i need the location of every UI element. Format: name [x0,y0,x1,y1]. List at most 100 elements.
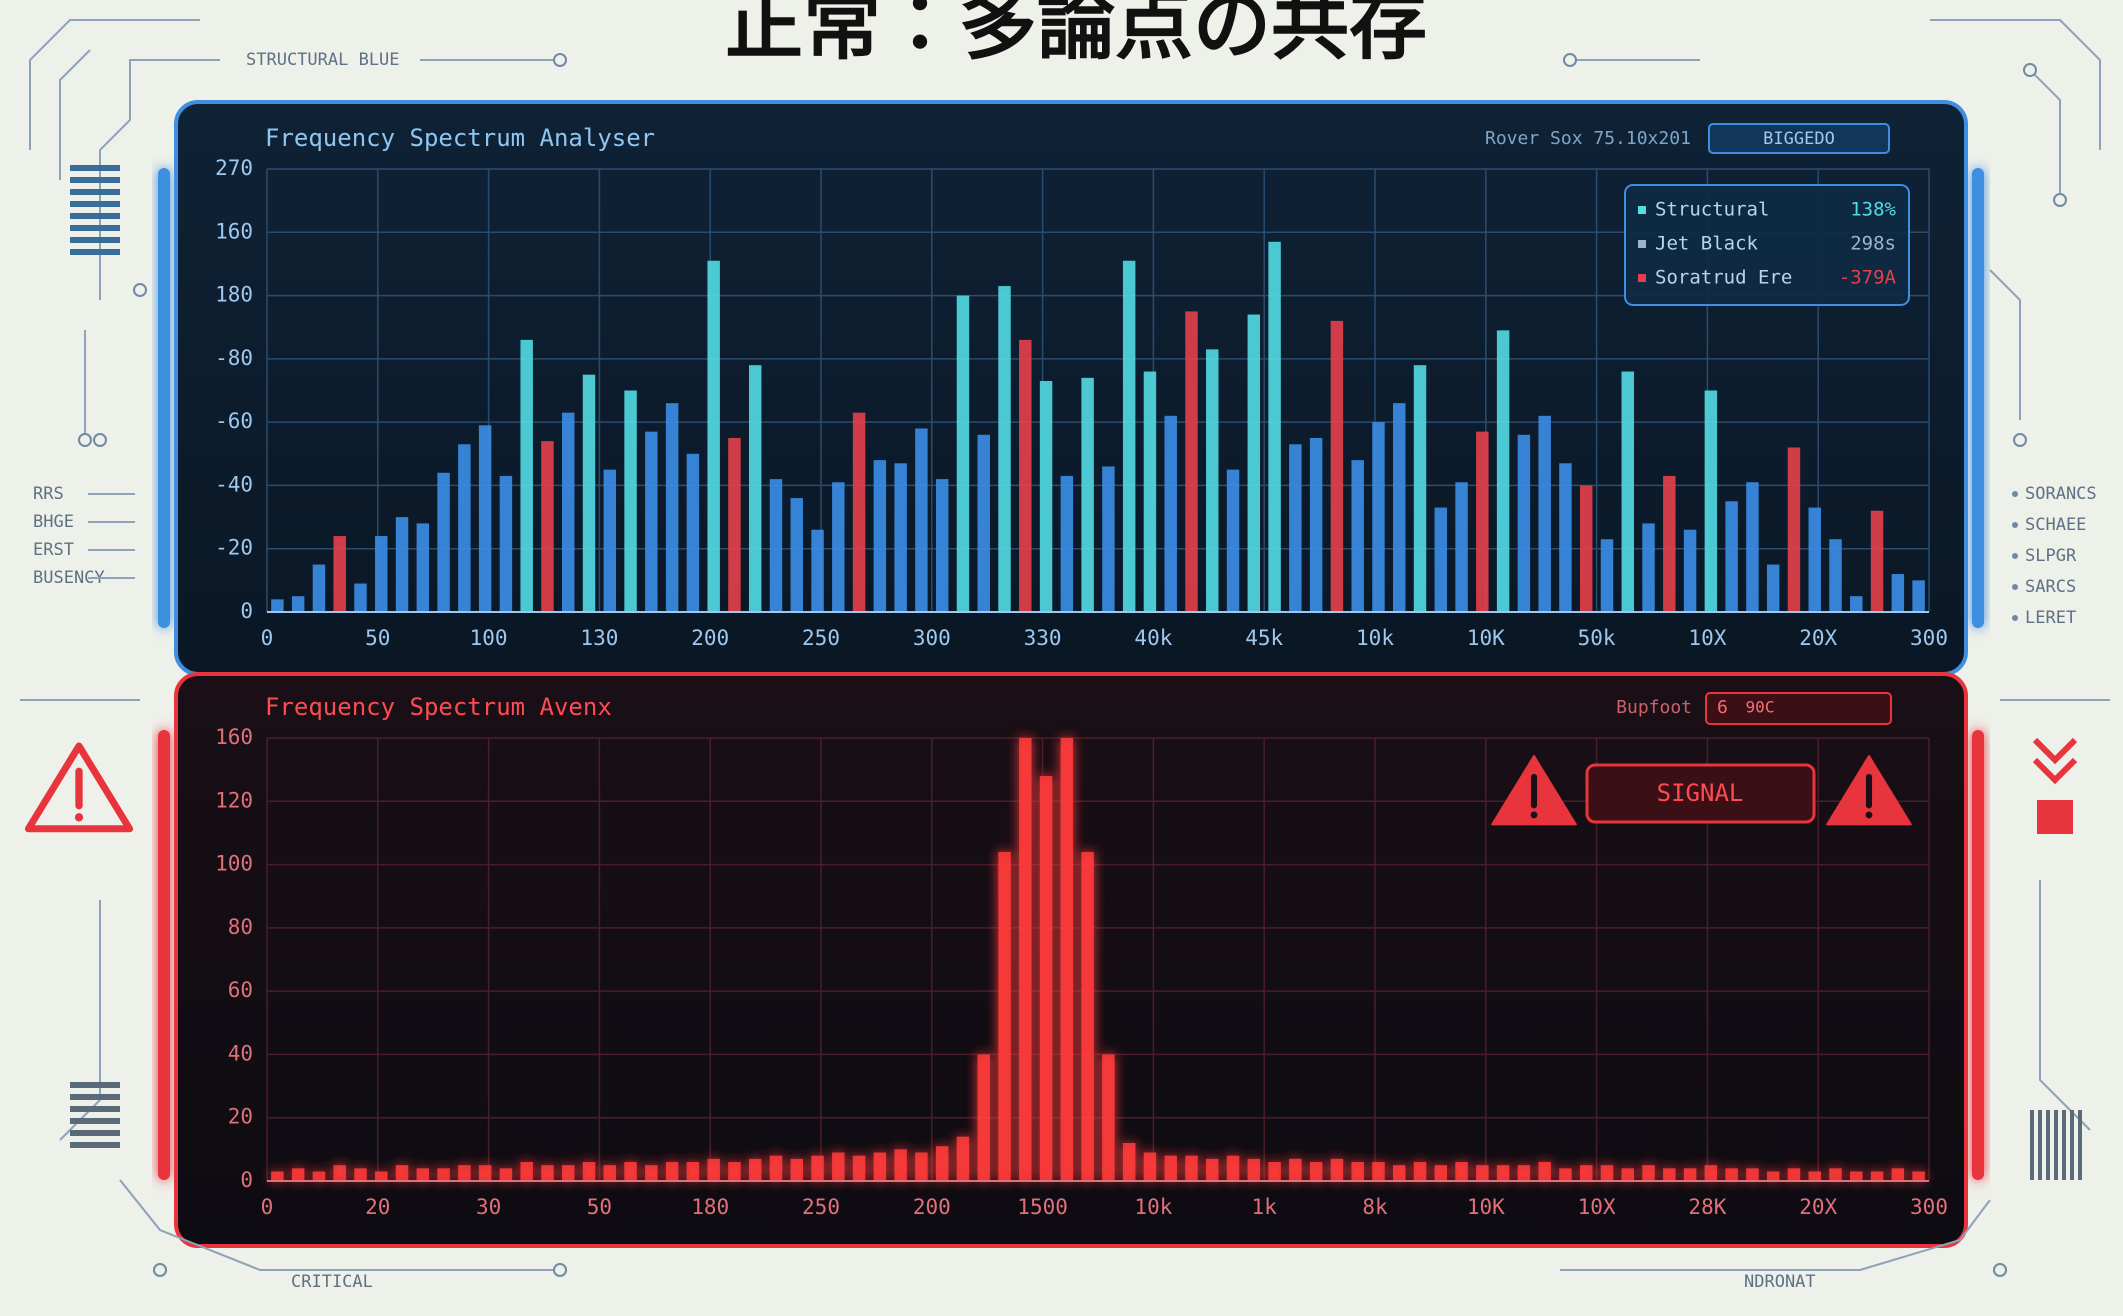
bar [562,1165,575,1181]
bar [395,1165,409,1181]
barcode-line [2038,1110,2042,1180]
bar [1434,507,1448,612]
circuit-trace [1560,1199,1991,1271]
y-tick-label: 60 [228,978,253,1002]
warning-dot [1530,811,1538,819]
bar [1579,485,1593,612]
bar [1912,580,1925,612]
status-value: BIGGEDO [1763,129,1835,149]
warning-dot [1865,811,1873,819]
bar [1891,1168,1905,1181]
y-tick-label: 180 [215,283,253,307]
circuit-trace [99,59,220,300]
bar [1309,437,1323,612]
bar [624,1162,637,1181]
bar [852,412,866,612]
y-tick-label: 0 [240,1168,253,1192]
bar [894,1149,907,1181]
circuit-node [2013,433,2027,447]
bar [915,428,928,612]
status-box[interactable] [1705,692,1892,725]
panel-title: Frequency Spectrum Analyser [265,124,655,152]
bar [458,444,471,612]
bar [1164,415,1177,612]
legend-name: Structural [1655,199,1769,221]
bar [1226,1155,1240,1181]
barcode-line [70,249,120,255]
x-tick-label: 28K [1688,1195,1726,1219]
x-tick-label: 50k [1578,626,1616,650]
bar [832,482,845,612]
legend-swatch [1638,240,1646,248]
x-tick-label: 250 [802,1195,840,1219]
circuit-node [1993,1263,2007,1277]
alert-button[interactable] [1585,763,1816,824]
bar [1393,403,1406,612]
bar [645,431,658,612]
status-unit: 90C [1746,698,1775,717]
bar [416,1168,430,1181]
bar [271,599,284,612]
x-tick-label: 300 [1910,1195,1948,1219]
x-tick-label: 20 [365,1195,390,1219]
barcode-line [2078,1110,2082,1180]
bar [1621,1168,1634,1181]
barcode-line [70,1082,120,1088]
bar [1870,510,1884,612]
bar [1039,381,1053,612]
y-tick-label: 100 [215,852,253,876]
side-label: SCHAEE [2025,515,2086,535]
status-label: Bupfoot [1616,697,1692,718]
bar [1247,1158,1261,1181]
x-tick-label: 10k [1134,1195,1172,1219]
corner-label: NDRONAT [1744,1272,1816,1292]
bar [852,1155,866,1181]
bar [478,425,492,612]
status-box[interactable] [1708,123,1890,154]
side-glow [1972,730,1984,1180]
warning-icon [24,742,134,833]
bar [1579,1165,1593,1181]
x-tick-label: 300 [913,626,951,650]
x-tick-label: 1500 [1017,1195,1068,1219]
bar [707,1158,720,1181]
corner-label: STRUCTURAL BLUE [246,50,400,70]
bar [1019,339,1032,612]
x-tick-label: 130 [580,626,618,650]
x-tick-label: 100 [470,626,508,650]
x-tick-label: 0 [261,626,274,650]
barcode-line [70,1130,120,1136]
panel-title: Frequency Spectrum Avenx [265,693,612,721]
bar [1538,1162,1551,1181]
bar [1808,1171,1821,1181]
bar [582,374,596,612]
bar [935,479,949,612]
bar [354,583,367,612]
circuit-trace [1989,269,2021,420]
circuit-trace [119,1179,560,1271]
circuit-node [153,1263,167,1277]
side-label: SORANCS [2025,484,2097,504]
bar [707,260,720,612]
warning-dot [74,813,84,822]
bar [728,1162,741,1181]
bar [1746,482,1759,612]
bar [1185,1155,1198,1181]
bar [1559,1168,1572,1181]
bar [873,1152,887,1181]
bar [769,479,783,612]
bar [1185,311,1198,612]
bar [499,1168,513,1181]
y-tick-label: -40 [215,472,253,496]
bar [624,390,637,612]
y-tick-label: 40 [228,1041,253,1065]
circuit-trace [29,19,200,150]
bar [437,472,450,612]
bar [1143,371,1157,612]
circuit-node [553,53,567,67]
bar [790,498,803,612]
circuit-node [553,1263,567,1277]
barcode-line [70,165,120,171]
bar [520,339,533,612]
bar [1081,377,1094,612]
